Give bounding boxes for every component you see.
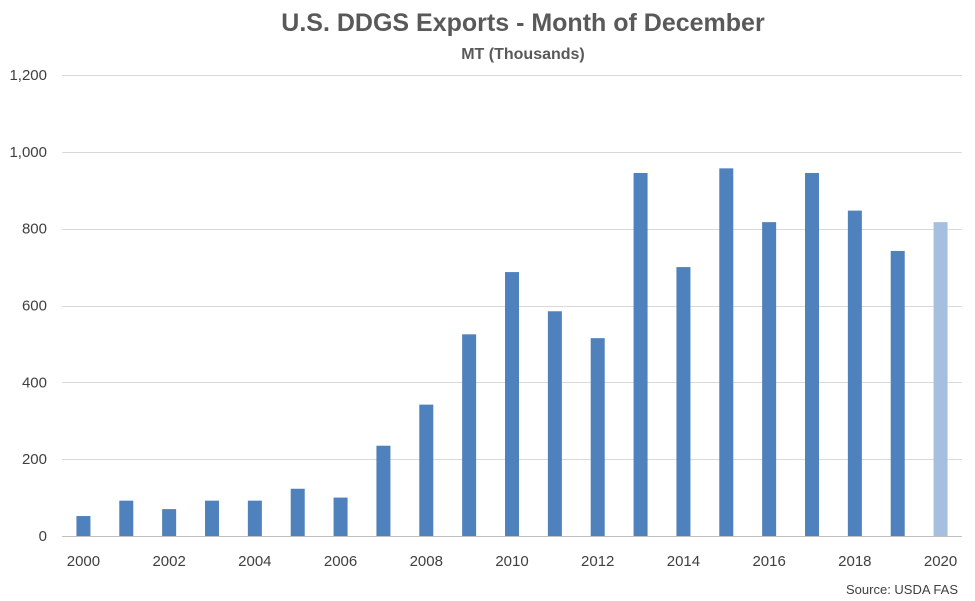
bar-2018 <box>847 210 862 536</box>
x-tick-label: 2018 <box>838 553 871 570</box>
bars <box>76 168 948 537</box>
y-tick-label: 400 <box>22 374 47 391</box>
chart-title: U.S. DDGS Exports - Month of December <box>281 9 765 37</box>
x-tick-label: 2002 <box>152 553 185 570</box>
y-tick-label: 800 <box>22 221 47 238</box>
bar-2005 <box>290 488 305 536</box>
x-tick-label: 2006 <box>324 553 357 570</box>
bar-2006 <box>333 497 348 536</box>
y-tick-label: 1,200 <box>9 67 47 84</box>
source-note: Source: USDA FAS <box>846 582 958 597</box>
x-tick-label: 2004 <box>238 553 271 570</box>
x-tick-label: 2016 <box>752 553 785 570</box>
x-tick-label: 2012 <box>581 553 614 570</box>
bar-2002 <box>162 509 177 536</box>
x-tick-label: 2020 <box>924 553 957 570</box>
x-tick-label: 2010 <box>495 553 528 570</box>
y-axis: 0 200 400 600 800 1,000 1,200 <box>9 67 47 545</box>
bar-2020 <box>933 222 948 536</box>
bar-2004 <box>247 500 262 536</box>
x-tick-label: 2014 <box>667 553 700 570</box>
x-tick-label: 2008 <box>410 553 443 570</box>
bar-2017 <box>805 172 819 536</box>
bar-2015 <box>719 168 734 537</box>
bar-2012 <box>590 338 605 536</box>
bar-2019 <box>890 250 905 536</box>
y-tick-label: 1,000 <box>9 144 47 161</box>
chart-subtitle: MT (Thousands) <box>461 46 585 63</box>
bar-2000 <box>76 516 91 536</box>
bar-2010 <box>505 272 519 536</box>
bar-2011 <box>547 311 562 536</box>
bar-2001 <box>119 500 134 536</box>
y-tick-label: 600 <box>22 298 47 315</box>
bar-2007 <box>376 445 391 536</box>
bar-2009 <box>462 334 477 536</box>
bar-2014 <box>676 267 691 536</box>
bar-2016 <box>762 222 777 536</box>
bar-2013 <box>633 172 648 536</box>
x-tick-label: 2000 <box>67 553 100 570</box>
bar-2008 <box>419 404 434 536</box>
bar-2003 <box>205 500 219 536</box>
y-tick-label: 200 <box>22 451 47 468</box>
x-axis: 2000 2002 2004 2006 2008 2010 2012 2014 2016 2018… <box>67 553 958 570</box>
y-tick-label: 0 <box>39 528 47 545</box>
